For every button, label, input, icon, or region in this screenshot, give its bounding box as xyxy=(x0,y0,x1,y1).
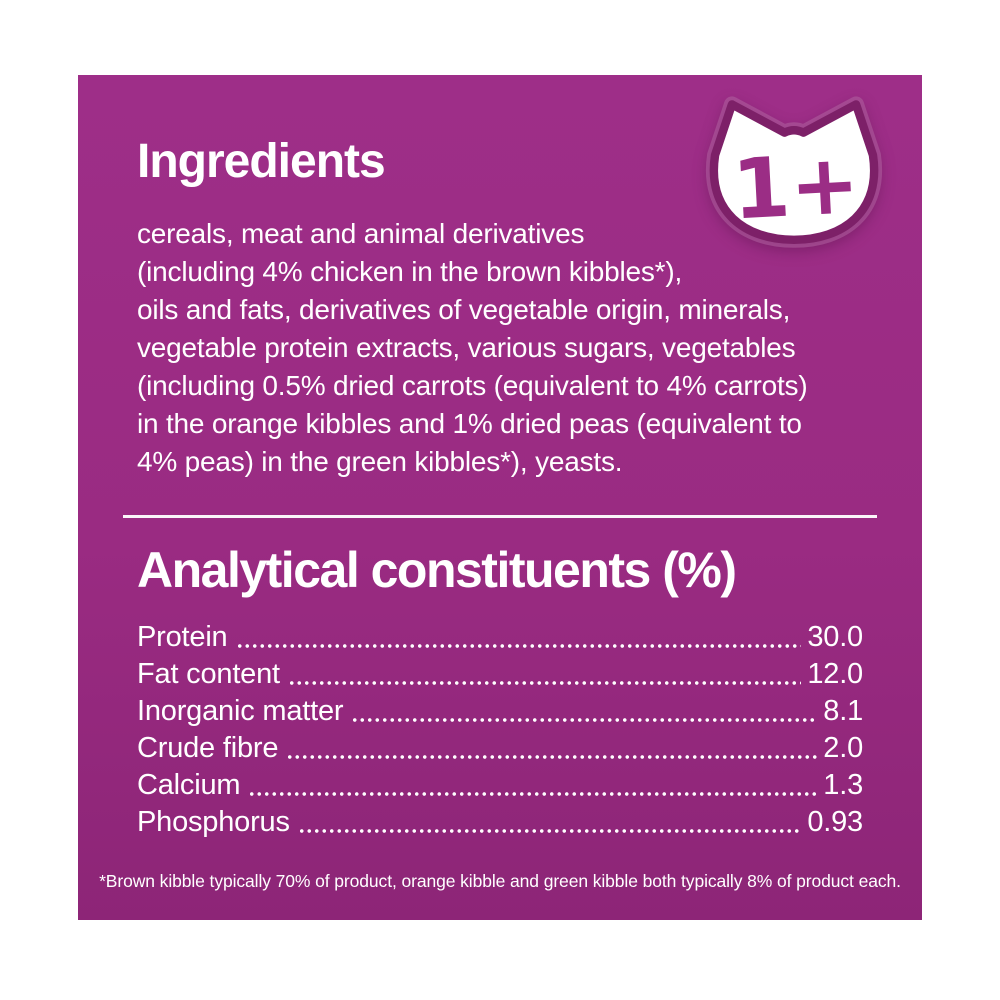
ingredients-heading: Ingredients xyxy=(137,135,386,188)
ingredients-line: (including 0.5% dried carrots (equivalen… xyxy=(137,370,808,401)
age-badge: 1+ xyxy=(700,93,888,255)
dot-leader xyxy=(286,754,818,760)
ingredients-line: vegetable protein extracts, various suga… xyxy=(137,332,796,363)
constituent-label: Protein xyxy=(137,621,228,653)
constituent-label: Calcium xyxy=(137,769,241,801)
ingredients-text: cereals, meat and animal derivatives (in… xyxy=(137,215,863,481)
constituent-label: Fat content xyxy=(137,658,280,690)
table-row: Crude fibre 2.0 xyxy=(137,732,863,769)
table-row: Calcium 1.3 xyxy=(137,769,863,806)
constituent-value: 12.0 xyxy=(807,658,863,690)
table-row: Phosphorus 0.93 xyxy=(137,806,863,843)
dot-leader xyxy=(248,791,818,797)
table-row: Inorganic matter 8.1 xyxy=(137,695,863,732)
ingredients-line: in the orange kibbles and 1% dried peas … xyxy=(137,408,802,439)
constituent-value: 2.0 xyxy=(823,732,863,764)
ingredients-line: 4% peas) in the green kibbles*), yeasts. xyxy=(137,446,623,477)
constituent-label: Phosphorus xyxy=(137,806,290,838)
constituent-value: 8.1 xyxy=(823,695,863,727)
cat-head-face xyxy=(709,100,879,245)
constituent-value: 0.93 xyxy=(807,806,863,838)
age-badge-label: 1+ xyxy=(730,135,862,239)
section-divider xyxy=(123,515,877,518)
ingredients-line: oils and fats, derivatives of vegetable … xyxy=(137,294,791,325)
package-back-panel: 1+ Ingredients cereals, meat and animal … xyxy=(78,75,922,920)
table-row: Protein 30.0 xyxy=(137,621,863,658)
analytical-heading: Analytical constituents (%) xyxy=(137,542,737,598)
constituent-label: Inorganic matter xyxy=(137,695,344,727)
ingredients-line: (including 4% chicken in the brown kibbl… xyxy=(137,256,683,287)
kibble-footnote: *Brown kibble typically 70% of product, … xyxy=(99,871,901,891)
cat-head-icon: 1+ xyxy=(705,96,883,248)
constituent-value: 1.3 xyxy=(823,769,863,801)
dot-leader xyxy=(235,643,802,649)
ingredients-line: cereals, meat and animal derivatives xyxy=(137,218,585,249)
dot-leader xyxy=(351,717,818,723)
table-row: Fat content 12.0 xyxy=(137,658,863,695)
dot-leader xyxy=(287,680,802,686)
constituent-label: Crude fibre xyxy=(137,732,279,764)
dot-leader xyxy=(297,828,802,834)
constituent-value: 30.0 xyxy=(807,621,863,653)
analytical-table: Protein 30.0 Fat content 12.0 Inorganic … xyxy=(137,621,863,843)
